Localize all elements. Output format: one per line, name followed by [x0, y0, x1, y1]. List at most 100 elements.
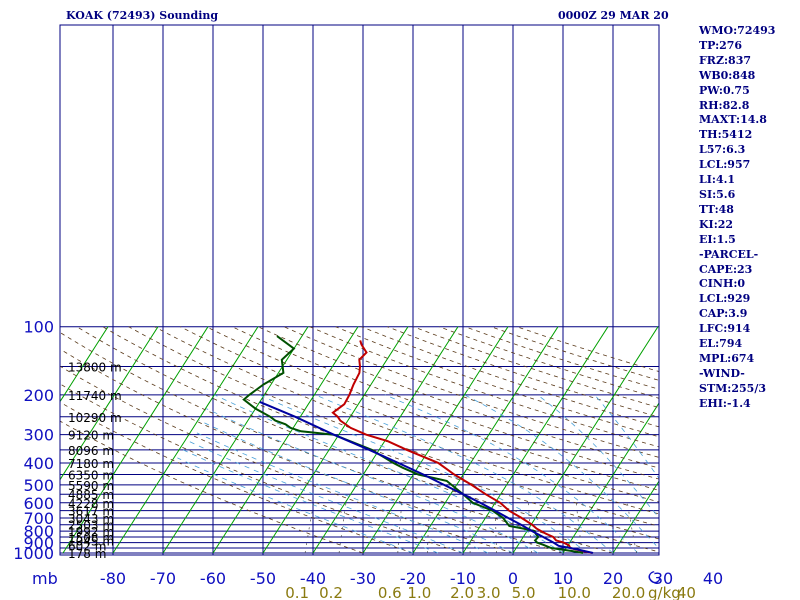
height-label: 4885 m — [68, 488, 114, 502]
index-line: TP:276 — [699, 38, 743, 52]
index-line: RH:82.8 — [699, 98, 750, 112]
temp-tick-label: 20 — [603, 569, 623, 588]
dry-adiabat — [60, 365, 514, 554]
index-line: LI:4.1 — [699, 173, 736, 187]
pressure-tick-label: 300 — [23, 426, 54, 445]
index-line: WB0:848 — [699, 68, 756, 82]
index-line: L57:6.3 — [699, 143, 746, 157]
mixing-ratio-line — [304, 502, 315, 554]
series-line-2 — [259, 400, 594, 554]
mixing-ratio-label: 0.1 — [285, 584, 309, 600]
index-line: FRZ:837 — [699, 53, 752, 67]
temp-tick-label: -10 — [450, 569, 476, 588]
height-label: 10290 m — [68, 411, 122, 425]
index-line: SI:5.6 — [699, 187, 736, 201]
dry-adiabat — [60, 331, 614, 554]
index-line: -WIND- — [699, 366, 745, 380]
mixing-ratio-label: 2.0 — [450, 584, 474, 600]
indices-panel: WMO:72493 TP:276 FRZ:837 WB0:848 PW:0.75 RH:8… — [699, 24, 799, 412]
height-label: 6350 m — [68, 469, 114, 483]
index-line: STM:255/3 — [699, 381, 766, 395]
pressure-tick-label: 900 — [23, 534, 54, 553]
skewed-isotherm — [60, 326, 159, 481]
dry-adiabat — [102, 326, 659, 540]
dry-adiabat — [60, 401, 414, 554]
index-line: EHI:-1.4 — [699, 396, 751, 410]
height-label: 4228 m — [68, 497, 114, 511]
mixing-ratio-line — [338, 502, 347, 554]
plot-frame — [59, 24, 660, 556]
index-line: MAXT:14.8 — [699, 113, 767, 127]
height-label: 3043 m — [68, 512, 114, 526]
temp-tick-label: 40 — [703, 569, 723, 588]
index-line: EL:794 — [699, 337, 743, 351]
pressure-tick-label: 700 — [23, 509, 54, 528]
temp-tick-label: -70 — [150, 569, 176, 588]
index-line: TH:5412 — [699, 128, 753, 142]
pressure-tick-label: 200 — [23, 386, 54, 405]
index-line: CINH:0 — [699, 277, 746, 291]
pressure-tick-label: 100 — [23, 318, 54, 337]
dry-adiabat — [76, 326, 659, 553]
moist-adiabat — [193, 430, 489, 554]
height-label: 11740 m — [68, 389, 122, 403]
index-line: TT:48 — [699, 202, 734, 216]
temp-tick-label: -40 — [300, 569, 326, 588]
index-line: -PARCEL- — [699, 247, 759, 261]
mixing-ratio-label: 3.0 — [477, 584, 501, 600]
index-line: PW:0.75 — [699, 83, 750, 97]
mixing-ratio-line — [627, 502, 637, 554]
height-label: 9120 m — [68, 429, 114, 443]
index-line: WMO:72493 — [699, 24, 776, 37]
chart-datetime: 0000Z 29 MAR 20 — [558, 9, 669, 22]
skewed-isotherm — [562, 402, 659, 554]
skewed-isotherm — [462, 326, 609, 554]
skewed-isotherm — [62, 326, 209, 554]
temp-tick-label: -50 — [250, 569, 276, 588]
index-line: LFC:914 — [699, 322, 751, 336]
moist-adiabat — [188, 440, 464, 554]
index-line: CAPE:23 — [699, 262, 753, 276]
moist-adiabat — [177, 457, 414, 554]
height-label: 5590 m — [68, 479, 114, 493]
height-label: 1508 m — [68, 531, 114, 545]
index-line: MPL:674 — [699, 351, 755, 365]
height-label: 3617 m — [68, 505, 114, 519]
pressure-tick-label: 800 — [23, 522, 54, 541]
skewed-isotherm — [612, 480, 659, 554]
mixing-ratio-line — [575, 502, 583, 554]
index-line: LCL:929 — [699, 292, 751, 306]
index-line: CAP:3.9 — [699, 307, 748, 321]
moist-adiabat — [182, 449, 439, 554]
mixing-ratio-unit: g/kg — [648, 584, 681, 600]
dry-adiabat — [128, 326, 659, 527]
mixing-ratio-label: 40 — [677, 584, 696, 600]
pressure-tick-label: 1000 — [13, 544, 54, 563]
mixing-ratio-label: 5.0 — [512, 584, 536, 600]
skewed-isotherm — [362, 326, 509, 554]
mixing-ratio-label: 10.0 — [558, 584, 591, 600]
height-label: 602 m — [68, 539, 106, 553]
moist-adiabat — [259, 394, 589, 554]
temp-tick-label: 30 — [653, 569, 673, 588]
height-label: 1992 m — [68, 525, 114, 539]
skewed-isotherm — [512, 326, 659, 554]
temp-tick-label: -30 — [350, 569, 376, 588]
moist-adiabat — [384, 394, 639, 554]
dry-adiabat — [60, 383, 464, 554]
pressure-unit-label: mb — [32, 569, 58, 588]
height-label: 7180 m — [68, 457, 114, 471]
mixing-ratio-label: 0.6 — [378, 584, 402, 600]
skewed-isotherm — [162, 326, 309, 554]
index-line: EI:1.5 — [699, 232, 736, 246]
skewed-isotherm — [312, 326, 459, 554]
pressure-tick-label: 500 — [23, 476, 54, 495]
height-label: 178 m — [68, 547, 106, 561]
series-line-0 — [331, 340, 593, 554]
moist-adiabat — [206, 408, 539, 554]
moist-adiabat — [594, 394, 659, 479]
moist-adiabat — [199, 420, 514, 554]
mixing-ratio-label: 1.0 — [407, 584, 431, 600]
moist-adiabat — [214, 394, 564, 554]
height-label: 8096 m — [68, 444, 114, 458]
